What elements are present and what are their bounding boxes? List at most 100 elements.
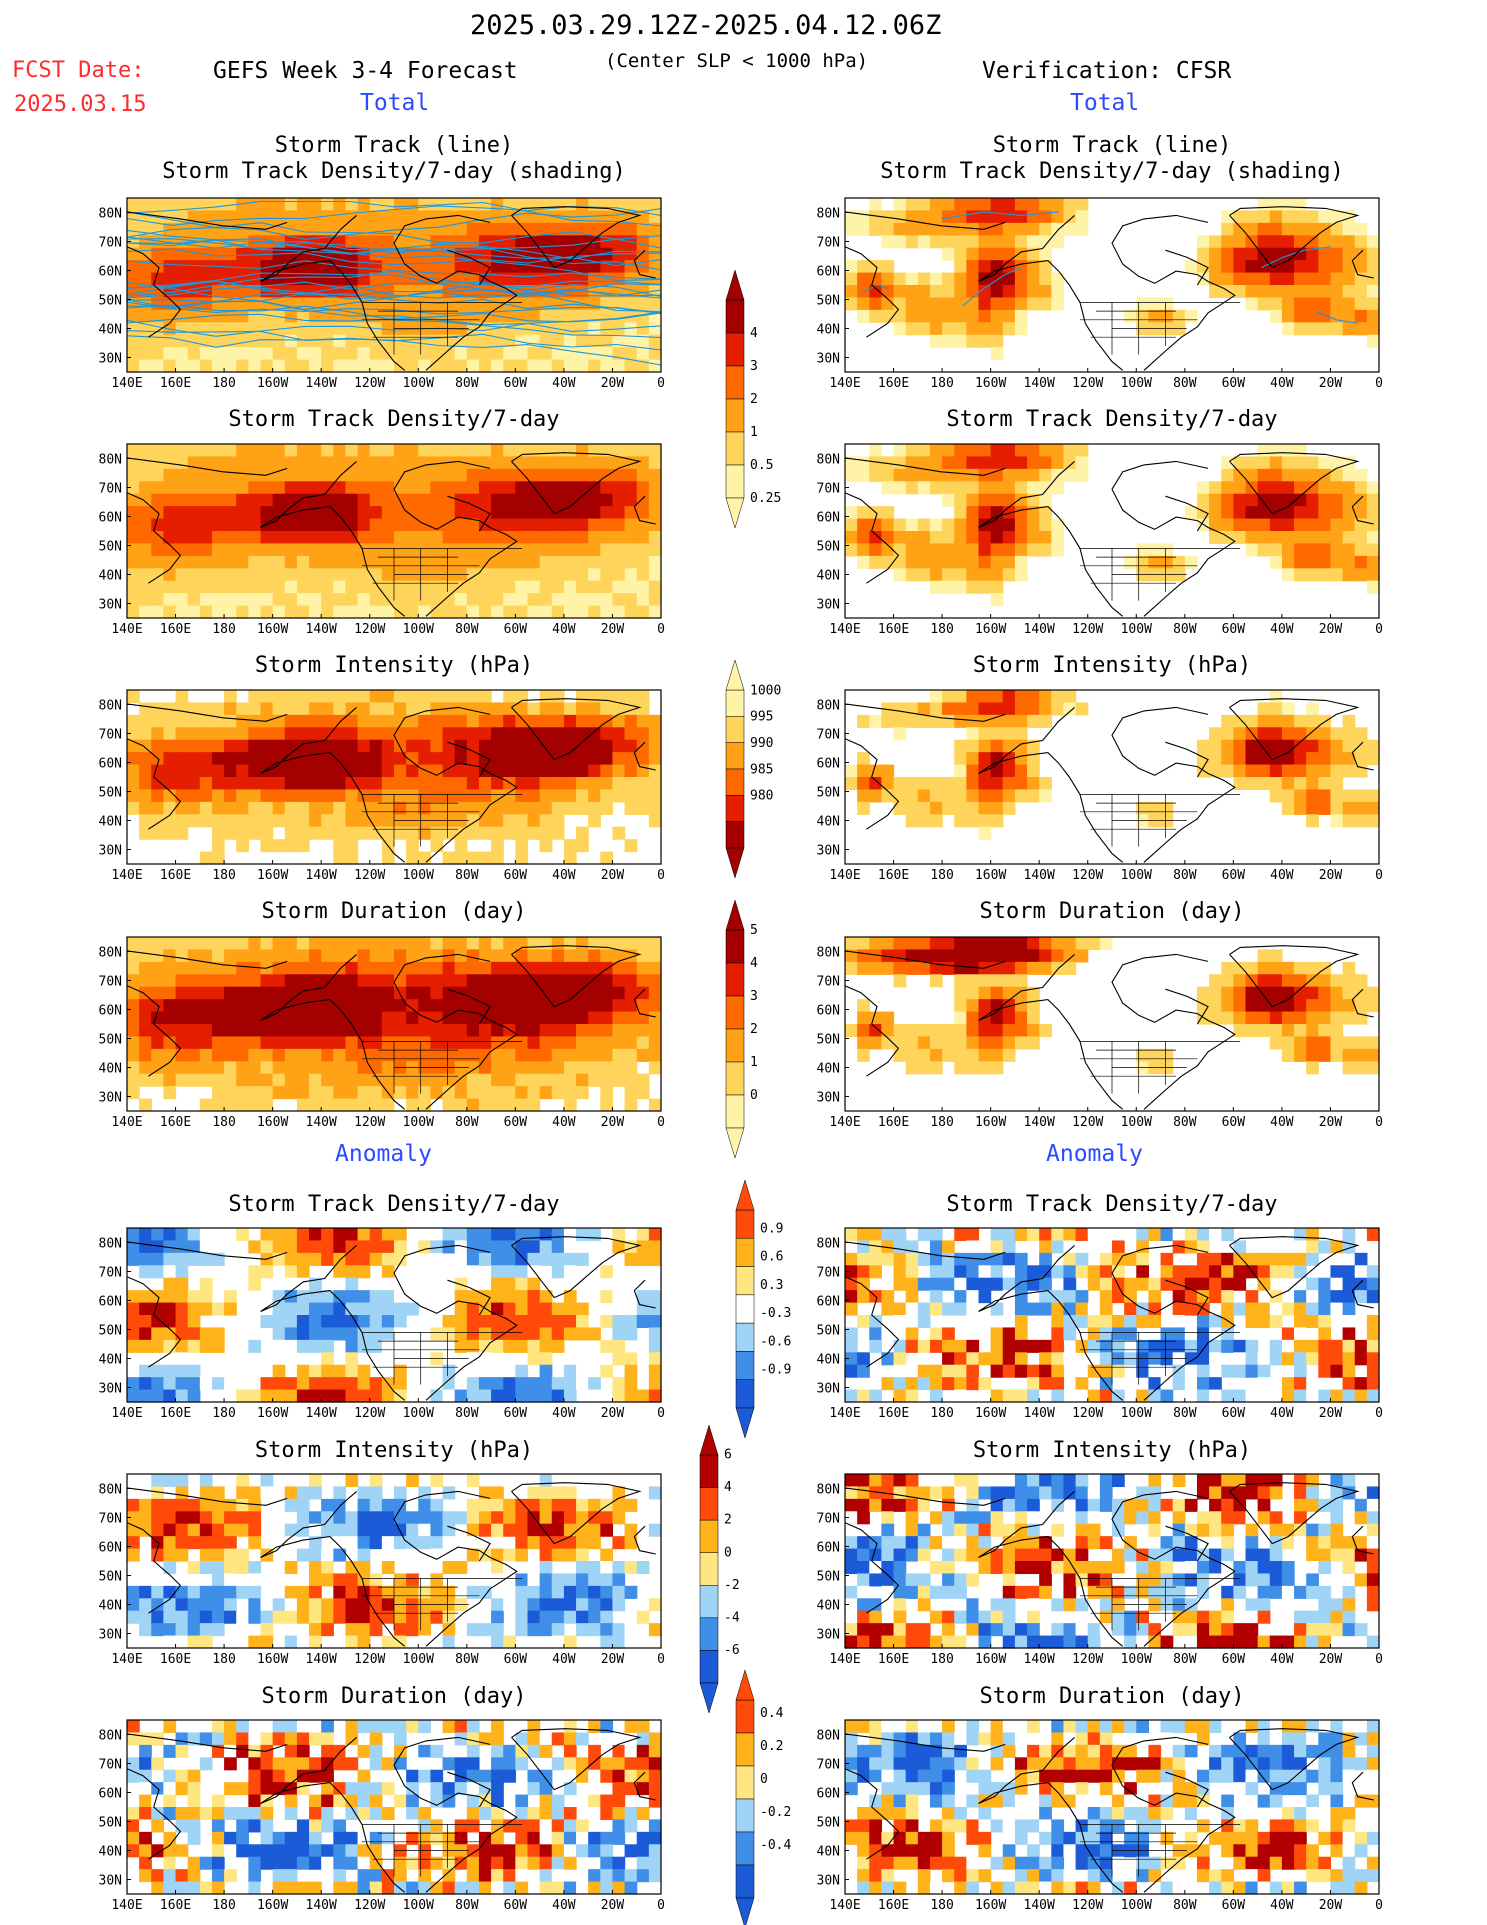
cell bbox=[600, 322, 614, 336]
cell bbox=[199, 789, 213, 803]
lon-tick-label: 0 bbox=[657, 1115, 665, 1130]
cell bbox=[272, 702, 286, 716]
cell bbox=[515, 789, 529, 803]
cell bbox=[345, 714, 359, 728]
cell bbox=[1039, 937, 1052, 951]
cell bbox=[1269, 1024, 1283, 1038]
cell bbox=[1281, 198, 1295, 212]
cell bbox=[1281, 481, 1295, 495]
cell bbox=[175, 937, 189, 951]
cell bbox=[1184, 1240, 1198, 1254]
cell bbox=[357, 593, 371, 607]
cell bbox=[612, 359, 626, 373]
cell bbox=[175, 1389, 189, 1403]
cell bbox=[369, 493, 383, 507]
cell bbox=[406, 1024, 419, 1038]
cell bbox=[1063, 1240, 1077, 1254]
cell bbox=[648, 1277, 662, 1291]
cell bbox=[1269, 702, 1283, 716]
cell bbox=[1136, 1389, 1150, 1403]
cell bbox=[430, 531, 444, 545]
cell bbox=[442, 727, 456, 741]
cell bbox=[563, 1302, 577, 1316]
cell bbox=[381, 555, 395, 569]
cell bbox=[357, 1364, 371, 1378]
cell bbox=[369, 235, 383, 249]
cell bbox=[478, 359, 492, 373]
cell bbox=[211, 444, 225, 458]
cell bbox=[551, 702, 565, 716]
cell bbox=[1245, 1339, 1259, 1353]
cell bbox=[563, 1290, 577, 1304]
cell bbox=[990, 1036, 1004, 1050]
cell bbox=[224, 1061, 237, 1075]
cell bbox=[539, 210, 553, 224]
cell bbox=[636, 347, 650, 361]
cell bbox=[187, 1252, 201, 1266]
cell bbox=[333, 961, 347, 975]
cell bbox=[163, 1315, 177, 1329]
cell bbox=[1257, 764, 1271, 778]
cell bbox=[539, 518, 553, 532]
cell bbox=[1354, 801, 1368, 815]
cell bbox=[648, 1352, 662, 1366]
cell bbox=[1342, 1048, 1356, 1062]
cell bbox=[1330, 1364, 1344, 1378]
cell bbox=[1099, 1389, 1113, 1403]
cell bbox=[418, 1086, 432, 1100]
cell bbox=[272, 359, 286, 373]
cell bbox=[345, 727, 359, 741]
cell bbox=[175, 702, 189, 716]
lon-tick-label: 140E bbox=[111, 1406, 142, 1421]
cell bbox=[187, 752, 201, 766]
cell bbox=[1014, 1364, 1028, 1378]
cell bbox=[309, 826, 322, 840]
cell bbox=[175, 568, 189, 582]
cell bbox=[199, 727, 213, 741]
cell bbox=[321, 826, 334, 840]
cell bbox=[954, 739, 967, 753]
cell bbox=[345, 1252, 359, 1266]
cell bbox=[321, 1339, 334, 1353]
cell bbox=[1342, 1389, 1356, 1403]
cell bbox=[381, 334, 395, 348]
cell bbox=[333, 1011, 347, 1025]
cell bbox=[563, 1364, 577, 1378]
cell bbox=[272, 1024, 286, 1038]
cell bbox=[345, 690, 359, 704]
cell bbox=[1306, 493, 1319, 507]
cell bbox=[1354, 568, 1368, 582]
cell bbox=[369, 826, 383, 840]
cell bbox=[648, 580, 662, 594]
cell bbox=[1148, 543, 1162, 557]
cell bbox=[1002, 1228, 1016, 1242]
cell bbox=[333, 839, 347, 853]
cell bbox=[905, 1265, 919, 1279]
lon-tick-label: 40W bbox=[552, 1406, 576, 1421]
cell bbox=[978, 322, 992, 336]
cell bbox=[857, 949, 870, 963]
cell bbox=[1366, 1290, 1380, 1304]
cell bbox=[978, 285, 992, 299]
cell bbox=[1209, 764, 1222, 778]
cell bbox=[600, 1290, 614, 1304]
cell bbox=[612, 789, 626, 803]
cell bbox=[1306, 1352, 1319, 1366]
cell bbox=[478, 1339, 492, 1353]
cell bbox=[1221, 247, 1234, 261]
cell bbox=[381, 568, 395, 582]
cell bbox=[127, 198, 140, 212]
cell bbox=[357, 444, 371, 458]
cell bbox=[978, 1352, 992, 1366]
cell bbox=[236, 493, 249, 507]
cell bbox=[905, 285, 919, 299]
cell bbox=[1257, 727, 1271, 741]
cell bbox=[248, 739, 262, 753]
cell bbox=[881, 297, 895, 311]
cell bbox=[845, 961, 858, 975]
cell bbox=[990, 1364, 1004, 1378]
cell bbox=[588, 543, 601, 557]
lon-tick-label: 80W bbox=[1173, 1115, 1197, 1130]
cell bbox=[151, 272, 165, 286]
cell bbox=[357, 764, 371, 778]
